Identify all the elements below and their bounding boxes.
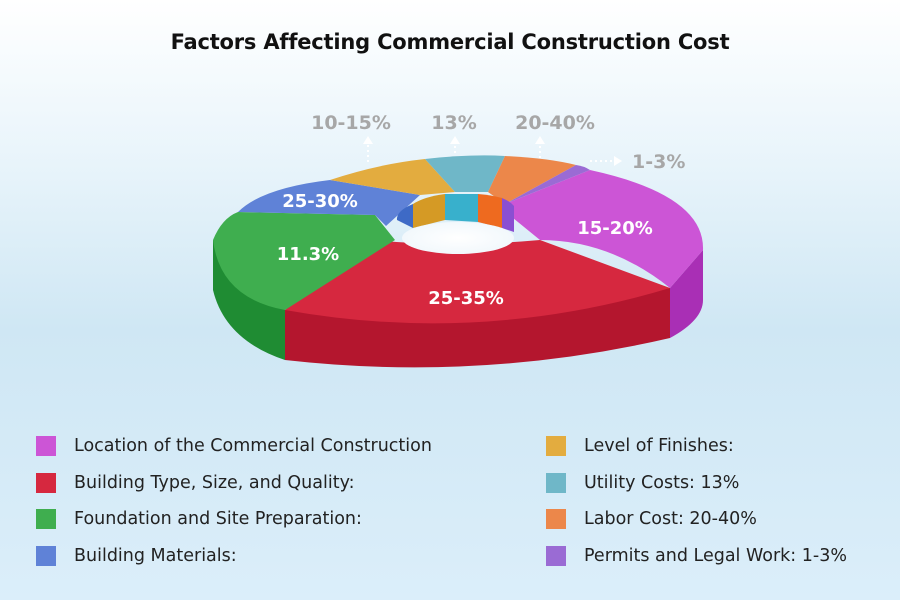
slice-label-utility: 13% xyxy=(431,112,476,134)
legend-swatch-location xyxy=(36,436,56,457)
leader-permits-arrow xyxy=(614,156,622,166)
legend-item-building: Building Type, Size, and Quality: xyxy=(36,465,432,502)
legend-swatch-permits xyxy=(546,545,566,566)
slice-label-foundation: 11.3% xyxy=(277,244,339,265)
legend-item-permits: Permits and Legal Work: 1-3% xyxy=(546,538,847,575)
legend-label-foundation: Foundation and Site Preparation: xyxy=(74,509,362,530)
legend-item-foundation: Foundation and Site Preparation: xyxy=(36,501,432,538)
slice-labor xyxy=(488,156,576,204)
legend-item-utility: Utility Costs: 13% xyxy=(546,465,847,502)
legend-item-finishes: Level of Finishes: xyxy=(546,428,847,465)
legend-swatch-materials xyxy=(36,545,56,566)
chart-title: Factors Affecting Commercial Constructio… xyxy=(170,30,730,54)
slice-label-building: 25-35% xyxy=(428,288,504,309)
inner-wall-materials xyxy=(396,204,413,228)
legend-column-right: Level of Finishes: Utility Costs: 13% La… xyxy=(546,428,847,574)
legend-swatch-finishes xyxy=(546,436,566,457)
slice-label-materials: 25-30% xyxy=(282,191,358,212)
legend-item-labor: Labor Cost: 20-40% xyxy=(546,501,847,538)
inner-wall-finishes xyxy=(413,194,445,228)
legend-label-building: Building Type, Size, and Quality: xyxy=(74,472,355,493)
slice-label-labor: 20-40% xyxy=(515,112,595,134)
slice-utility xyxy=(425,155,505,192)
side-wall-location xyxy=(670,250,704,338)
legend-swatch-foundation xyxy=(36,509,56,530)
legend: Location of the Commercial Construction … xyxy=(0,428,900,588)
slice-finishes xyxy=(330,159,455,195)
inner-wall-utility xyxy=(445,194,478,222)
slice-building xyxy=(285,240,670,324)
leader-finishes-arrow xyxy=(363,136,373,144)
legend-label-location: Location of the Commercial Construction xyxy=(74,436,432,457)
slice-foundation xyxy=(213,212,395,310)
leader-utility-arrow xyxy=(450,136,460,144)
legend-label-finishes: Level of Finishes: xyxy=(584,436,734,457)
legend-label-labor: Labor Cost: 20-40% xyxy=(584,509,757,530)
donut-hole xyxy=(402,222,514,254)
inner-wall-labor xyxy=(478,194,502,228)
legend-label-utility: Utility Costs: 13% xyxy=(584,472,740,493)
legend-label-materials: Building Materials: xyxy=(74,545,237,566)
legend-swatch-labor xyxy=(546,509,566,530)
donut-chart: 15-20% 25-35% 11.3% 25-30% 10-15% 13% 20… xyxy=(213,112,704,368)
slice-label-location: 15-20% xyxy=(577,218,653,239)
slice-label-permits: 1-3% xyxy=(632,151,685,173)
slice-location xyxy=(505,170,704,288)
legend-column-left: Location of the Commercial Construction … xyxy=(36,428,432,574)
legend-item-materials: Building Materials: xyxy=(36,538,432,575)
leader-labor-arrow xyxy=(535,136,545,144)
inner-wall-permits xyxy=(502,198,514,232)
legend-item-location: Location of the Commercial Construction xyxy=(36,428,432,465)
legend-swatch-utility xyxy=(546,472,566,493)
slice-permits xyxy=(505,165,590,204)
legend-swatch-building xyxy=(36,472,56,493)
slice-label-finishes: 10-15% xyxy=(311,112,391,134)
legend-label-permits: Permits and Legal Work: 1-3% xyxy=(584,545,847,566)
slice-materials xyxy=(238,180,420,226)
